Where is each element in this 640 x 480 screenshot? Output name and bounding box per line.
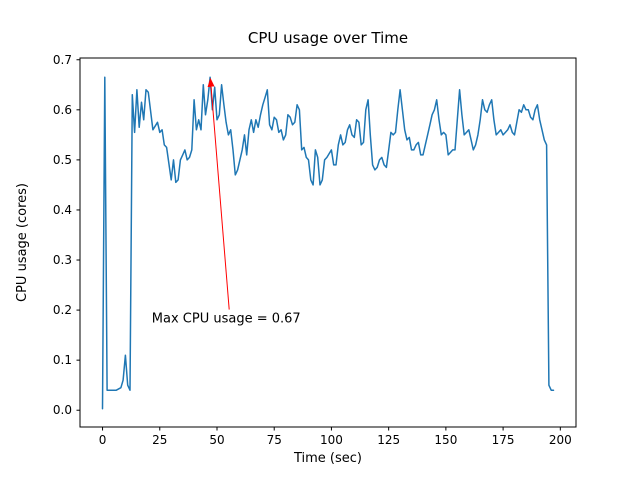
x-axis-ticks: 0 25 50 75 100 125 150 175 200 [99, 427, 572, 447]
x-tick-label: 0 [99, 433, 107, 447]
y-axis-label: CPU usage (cores) [15, 183, 30, 302]
annotation-text: Max CPU usage = 0.67 [152, 312, 301, 327]
y-tick-label: 0.1 [53, 353, 72, 367]
y-tick-label: 0.2 [53, 303, 72, 317]
y-tick-label: 0.5 [53, 153, 72, 167]
chart-title: CPU usage over Time [248, 29, 408, 47]
annotation-arrow [207, 77, 230, 310]
y-tick-label: 0.3 [53, 253, 72, 267]
x-tick-label: 75 [267, 433, 282, 447]
annotation: Max CPU usage = 0.67 [152, 77, 301, 327]
y-tick-label: 0.6 [53, 103, 72, 117]
series-line [101, 76, 555, 410]
x-tick-label: 150 [434, 433, 457, 447]
x-tick-label: 25 [152, 433, 167, 447]
x-tick-label: 100 [320, 433, 343, 447]
plot-area [79, 57, 577, 428]
x-tick-label: 125 [377, 433, 400, 447]
y-tick-label: 0.7 [53, 53, 72, 67]
x-axis-label: Time (sec) [293, 451, 362, 466]
y-axis-ticks: 0.0 0.1 0.2 0.3 0.4 0.5 0.6 0.7 [53, 53, 80, 417]
y-tick-label: 0.4 [53, 203, 72, 217]
x-tick-label: 175 [492, 433, 515, 447]
x-tick-label: 50 [209, 433, 224, 447]
y-tick-label: 0.0 [53, 403, 72, 417]
x-tick-label: 200 [549, 433, 572, 447]
